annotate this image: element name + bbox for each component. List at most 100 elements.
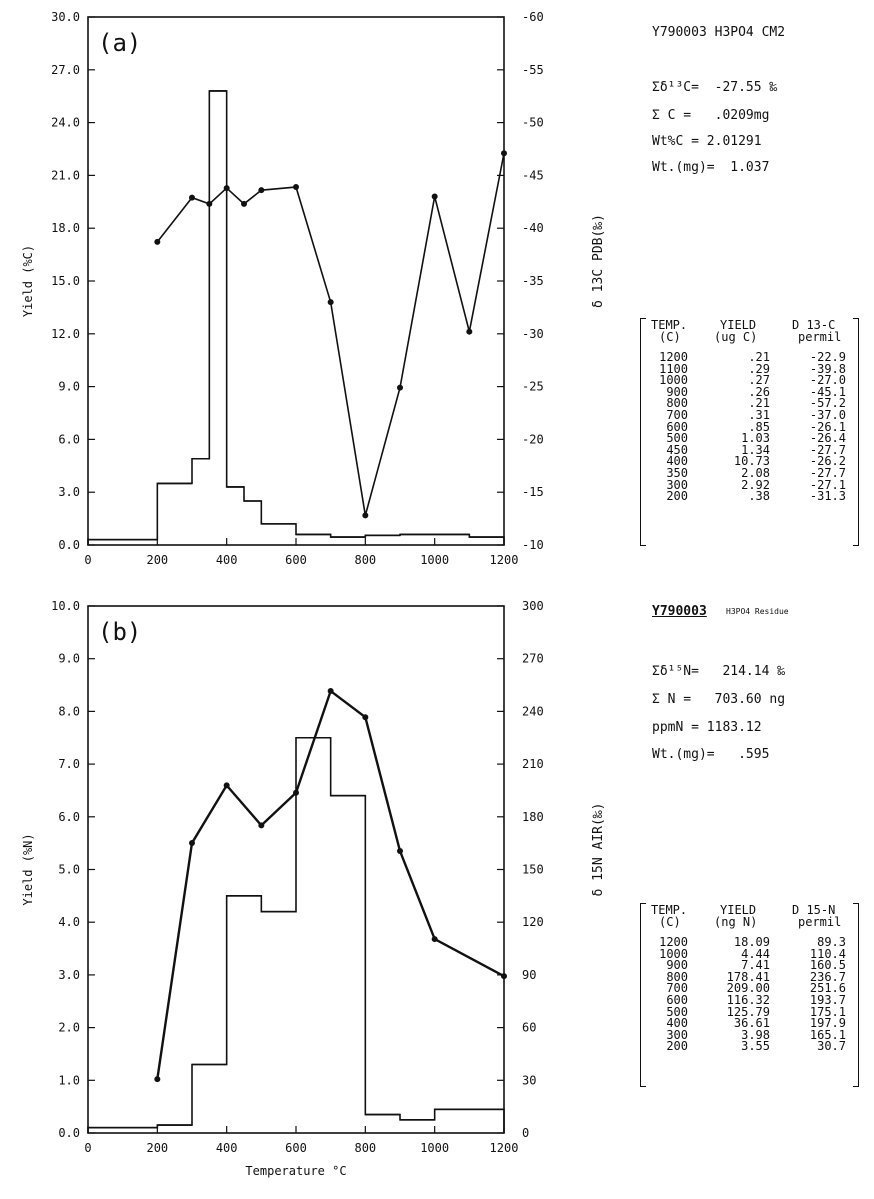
y-left-tick-label-b: 7.0 xyxy=(58,757,80,771)
delta-point-b xyxy=(293,789,299,796)
table-b-header-yield-unit: (ng N) xyxy=(714,915,758,929)
table-a-temp-cell: 350 xyxy=(666,465,688,480)
table-b-delta-cell: 175.1 xyxy=(809,1004,846,1019)
table-b-yield-cell: 116.32 xyxy=(726,992,770,1007)
table-a-delta-cell: -26.1 xyxy=(809,419,846,434)
sample-title-a: Y790003 H3PO4 CM2 xyxy=(652,25,786,40)
table-b-yield-cell: 36.61 xyxy=(733,1016,770,1031)
table-a-temp-cell: 800 xyxy=(666,396,688,411)
y-right-tick-label-a: -25 xyxy=(522,380,544,394)
table-b-yield-cell: 178.41 xyxy=(726,969,770,984)
y-right-tick-label-b: 210 xyxy=(522,757,544,771)
delta-point-b xyxy=(189,839,195,846)
sum-nitrogen: Σ N = 703.60 ng xyxy=(652,692,786,707)
chart-panel-b: 0.0 1.0 2.0 3.0 4.0 5.0 6.0 7.0 8.0 9.0 10.0 0 30 60 9… xyxy=(21,599,606,1178)
y-right-tick-label-a: -30 xyxy=(522,327,544,341)
y-left-tick-label-b: 10.0 xyxy=(51,599,80,613)
x-tick-label-a: 1000 xyxy=(420,553,449,567)
delta-point-b xyxy=(258,822,265,829)
table-a-yield-cell: 1.03 xyxy=(741,431,770,446)
sum-carbon: Σ C = .0209mg xyxy=(652,108,770,123)
table-b-temp-cell: 700 xyxy=(666,981,688,996)
table-b-yield-cell: 209.00 xyxy=(726,981,770,996)
table-a-header-yield-unit: (ug C) xyxy=(714,330,758,344)
table-b-delta-cell: 236.7 xyxy=(809,969,846,984)
y-left-tick-label-b: 4.0 xyxy=(58,915,80,929)
table-a-delta-cell: -26.2 xyxy=(809,454,846,469)
sample-title-b: Y790003 xyxy=(652,604,707,619)
y-right-tick-label-a: -55 xyxy=(522,63,544,77)
table-b-temp-cell: 200 xyxy=(666,1039,688,1054)
y-right-tick-label-b: 0 xyxy=(522,1126,529,1140)
x-tick-label-a: 0 xyxy=(84,553,91,567)
y-right-tick-label-b: 240 xyxy=(522,704,544,718)
table-a-yield-cell: .85 xyxy=(748,419,770,434)
weight-mg-a: Wt.(mg)= 1.037 xyxy=(652,160,770,175)
table-a-header-yield: YIELD xyxy=(720,318,757,332)
delta-point-b xyxy=(154,1076,161,1083)
sum-delta-c: Σδ¹³C= -27.55 ‰ xyxy=(652,80,778,95)
table-a-header-temp: TEMP. xyxy=(651,318,688,332)
y-right-tick-label-a: -20 xyxy=(522,432,544,446)
table-b-temp-cell: 1000 xyxy=(659,946,688,961)
delta-point-b xyxy=(223,782,230,789)
yield-histogram-a xyxy=(87,90,505,545)
delta-point-a xyxy=(466,328,473,335)
table-a-delta-cell: -22.9 xyxy=(809,350,846,364)
x-tick-label-b: 1200 xyxy=(490,1141,519,1155)
x-tick-label-b: 1000 xyxy=(420,1141,449,1155)
table-a-delta-cell: -31.3 xyxy=(809,489,846,504)
table-a-yield-cell: 2.92 xyxy=(741,477,770,492)
x-tick-label-b: 800 xyxy=(354,1141,376,1155)
y-left-tick-label-a: 30.0 xyxy=(51,10,80,24)
y-left-tick-label-a: 12.0 xyxy=(51,327,80,341)
table-b-yield-cell: 3.98 xyxy=(741,1027,770,1042)
table-b-delta-column: 89.3 110.4 160.5 236.7 251.6 193.7 175.1 197.9 1… xyxy=(790,935,846,1053)
table-a-delta-cell: -26.4 xyxy=(809,431,846,446)
table-a-delta-column: -22.9 -39.8 -27.0 -45.1 -57.2 -37.0 -26.1 -26.4… xyxy=(790,350,846,504)
delta-point-a xyxy=(293,184,299,191)
x-tick-label-b: 0 xyxy=(84,1141,91,1155)
table-a-delta-cell: -27.1 xyxy=(809,477,846,492)
table-b-header-temp: TEMP. xyxy=(651,903,688,917)
table-b-header-delta: D 15-N xyxy=(792,903,836,917)
data-table-a: TEMP. (C) YIELD (ug C) D 13-C permil 120… xyxy=(640,318,865,548)
table-a-delta-cell: -27.0 xyxy=(809,373,846,388)
table-b-delta-cell: 251.6 xyxy=(809,981,846,996)
table-a-header-delta: D 13-C xyxy=(792,318,836,332)
table-a-yield-cell: .21 xyxy=(748,350,770,364)
table-a-delta-cell: -27.7 xyxy=(809,465,846,480)
x-axis-label-b: Temperature °C xyxy=(245,1164,346,1178)
sum-delta-n: Σδ¹⁵N= 214.14 ‰ xyxy=(652,664,786,679)
y-left-tick-label-a: 6.0 xyxy=(58,432,80,446)
delta-point-a xyxy=(223,185,230,192)
table-b-temp-cell: 500 xyxy=(666,1004,688,1019)
y-right-tick-label-a: -40 xyxy=(522,221,544,235)
table-a-yield-cell: .27 xyxy=(748,373,770,388)
y-right-tick-label-b: 90 xyxy=(522,968,536,982)
y-right-axis-label-b: δ 15N AIR(‰) xyxy=(591,803,606,897)
delta-point-a xyxy=(258,187,265,194)
x-tick-label-a: 600 xyxy=(285,553,307,567)
table-a-delta-cell: -27.7 xyxy=(809,442,846,457)
x-tick-label-a: 800 xyxy=(354,553,376,567)
y-left-tick-label-b: 8.0 xyxy=(58,704,80,718)
y-right-tick-label-b: 120 xyxy=(522,915,544,929)
chart-panel-a: 0.0 3.0 6.0 9.0 12.0 15.0 18.0 21.0 24.0 27.0 30.0… xyxy=(21,10,606,567)
y-left-axis-label-a: Yield (%C) xyxy=(21,245,35,317)
table-a-temp-column: 1200 1100 1000 900 800 700 600 500 450 400 350 300 2… xyxy=(650,351,688,504)
table-a-temp-cell: 500 xyxy=(666,431,688,446)
y-left-tick-label-b: 6.0 xyxy=(58,810,80,824)
table-b-yield-cell: 3.55 xyxy=(741,1039,770,1054)
table-b-delta-cell: 89.3 xyxy=(817,935,846,949)
table-a-temp-cell: 200 xyxy=(666,489,688,504)
table-b-temp-cell: 600 xyxy=(666,992,688,1007)
y-left-tick-label-b: 3.0 xyxy=(58,968,80,982)
delta-point-b xyxy=(397,848,403,855)
table-a-yield-cell: 10.73 xyxy=(733,454,770,469)
x-tick-label-a: 200 xyxy=(146,553,168,567)
table-b-temp-cell: 300 xyxy=(666,1027,688,1042)
table-a-delta-cell: -37.0 xyxy=(809,407,846,422)
table-a-header-temp-unit: (C) xyxy=(659,330,681,344)
